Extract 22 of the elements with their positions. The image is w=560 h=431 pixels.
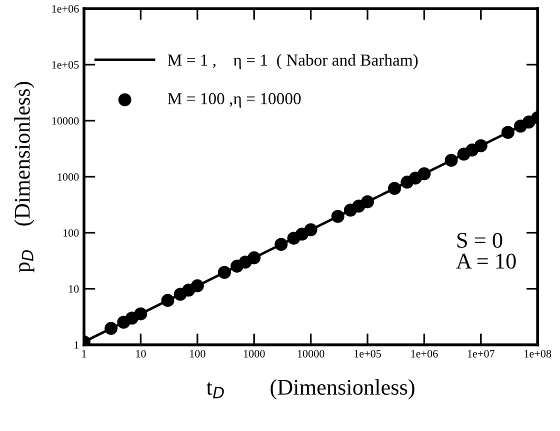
annotation: A = 10 <box>456 254 516 269</box>
y-tick-label: 10000 <box>52 117 79 125</box>
x-tick-label: 100 <box>190 350 206 358</box>
y-tick-label: 1 <box>74 341 78 349</box>
x-tick-label: 1e+05 <box>354 350 381 358</box>
annotation: S = 0 <box>457 232 502 248</box>
y-tick-label: 1e+06 <box>52 5 79 13</box>
text: p$_{D}$ (Dimensionless) <box>14 82 34 272</box>
x-tick-label: 10000 <box>298 350 324 358</box>
y-tick-label: 100 <box>63 229 79 237</box>
x-tick-label: 1 <box>82 350 86 358</box>
x-tick-label: 1e+07 <box>468 350 495 358</box>
x-tick-label: 1000 <box>244 350 265 358</box>
x-tick-label: 1e+06 <box>411 350 438 358</box>
legend-label: M = 1 , η = 1 ( Nabor and Barham) <box>168 54 418 70</box>
text: t$_{D}$ (Dimensionless) <box>206 379 414 400</box>
x-tick-label: 1e+08 <box>524 350 552 358</box>
x-tick-label: 10 <box>136 350 146 358</box>
y-tick-label: 1000 <box>58 173 79 181</box>
y-tick-label: 1e+05 <box>52 61 79 69</box>
legend-label: M = 100 ,η = 10000 <box>168 93 301 108</box>
y-tick-label: 10 <box>69 285 79 293</box>
